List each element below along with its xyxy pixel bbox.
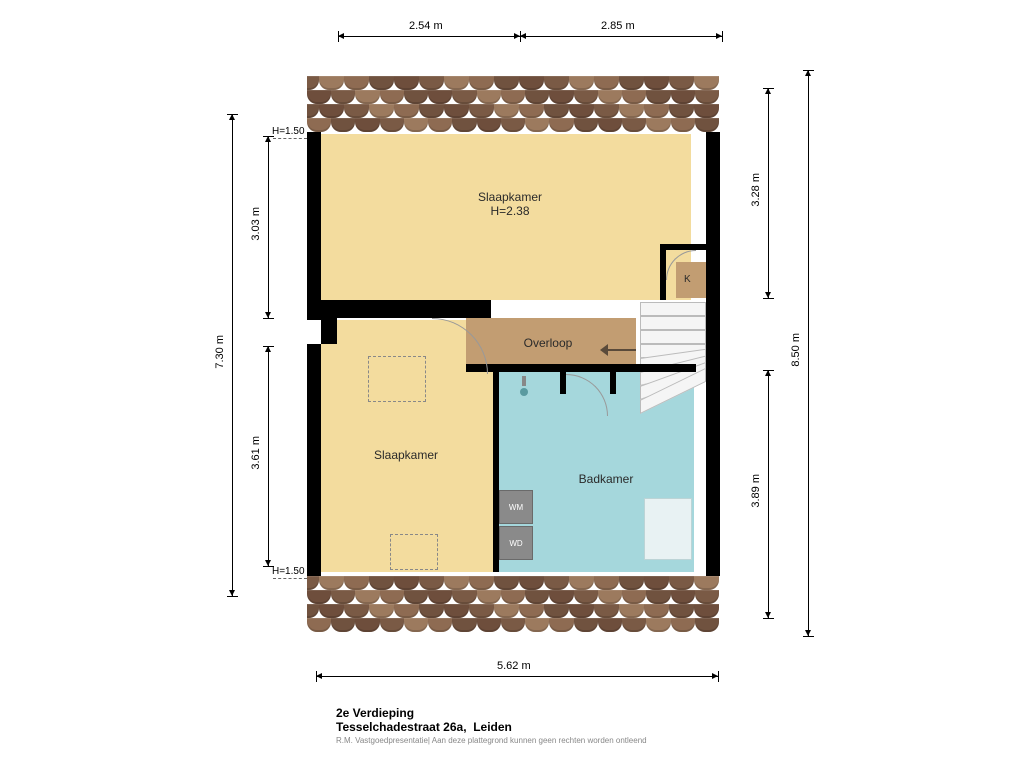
title-block: 2e Verdieping Tesselchadestraat 26a, Lei… — [336, 706, 647, 745]
label-overloop: Overloop — [498, 336, 598, 350]
dashed-fixture-1 — [368, 356, 426, 402]
title-line2: Tesselchadestraat 26a, Leiden — [336, 720, 647, 734]
wall-opening-cover — [307, 320, 321, 344]
wall-mid-h2 — [466, 364, 696, 372]
h-label-top: H=1.50 — [272, 126, 305, 137]
stairwell — [640, 302, 706, 414]
bath-shower-dot — [520, 388, 528, 396]
wall-right-outer — [706, 132, 720, 576]
label-slaap2: Slaapkamer — [346, 448, 466, 462]
appliance-wm-label: WM — [509, 503, 523, 512]
wall-left-outer — [307, 132, 321, 576]
bath-sink-tap — [522, 376, 526, 386]
wall-mid-h1b — [466, 300, 490, 308]
stairs-arrow — [600, 344, 636, 356]
appliance-wm: WM — [499, 490, 533, 524]
label-bad-text: Badkamer — [579, 472, 634, 486]
roof-bottom — [307, 576, 719, 632]
appliance-wd-label: WD — [509, 539, 522, 548]
label-bad: Badkamer — [556, 472, 656, 486]
dashed-fixture-2 — [390, 534, 438, 570]
h-label-bottom: H=1.50 — [272, 566, 305, 577]
h-label-top-text: H=1.50 — [272, 126, 305, 137]
appliance-wd: WD — [499, 526, 533, 560]
title-line1: 2e Verdieping — [336, 706, 647, 720]
label-slaap1-text: Slaapkamer — [478, 190, 542, 204]
title-city: Leiden — [473, 720, 512, 734]
bath-sink — [644, 498, 692, 560]
floorplan-canvas: WM WD Slaapkamer H=2.38 Overloop Slaapka… — [0, 0, 1024, 768]
h-dash-top — [273, 138, 307, 139]
title-disclaimer: R.M. Vastgoedpresentatie| Aan deze platt… — [336, 736, 647, 745]
label-closet: K — [684, 274, 691, 285]
label-slaap1: Slaapkamer H=2.38 — [430, 190, 590, 218]
title-addr: Tesselchadestraat 26a, — [336, 720, 467, 734]
label-slaap1-h: H=2.38 — [490, 204, 529, 218]
h-dash-bottom — [273, 578, 307, 579]
roof-top — [307, 76, 719, 132]
wall-bad-stub2 — [610, 372, 616, 394]
h-label-bottom-text: H=1.50 — [272, 566, 305, 577]
label-overloop-text: Overloop — [524, 336, 573, 350]
wall-closet-left — [660, 244, 666, 300]
label-slaap2-text: Slaapkamer — [374, 448, 438, 462]
label-closet-text: K — [684, 274, 691, 285]
wall-closet-top — [660, 244, 706, 250]
